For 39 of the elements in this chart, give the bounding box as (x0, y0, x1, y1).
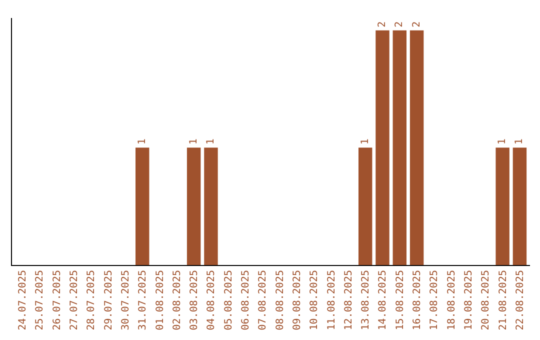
data-label: 1 (360, 138, 371, 145)
x-tick-label: 29.07.2025 (103, 270, 114, 330)
x-tick-label: 30.07.2025 (120, 270, 132, 330)
data-label: 1 (514, 138, 526, 145)
x-tick-label: 22.08.2025 (514, 270, 526, 330)
data-label: 1 (188, 138, 200, 145)
x-tick-label: 08.08.2025 (274, 270, 286, 330)
data-label: 2 (394, 21, 406, 28)
data-label: 2 (411, 21, 422, 28)
x-tick-label: 18.08.2025 (446, 270, 458, 330)
x-tick-label: 10.08.2025 (309, 270, 320, 330)
x-tick-label: 11.08.2025 (326, 270, 338, 330)
data-label: 1 (205, 138, 216, 145)
x-tick-label: 13.08.2025 (360, 270, 372, 330)
x-tick-label: 05.08.2025 (223, 270, 234, 330)
x-tick-label: 28.07.2025 (86, 270, 98, 330)
x-tick-label: 17.08.2025 (429, 270, 440, 330)
x-tick-label: 21.08.2025 (498, 270, 509, 330)
x-tick-label: 06.08.2025 (240, 270, 252, 330)
x-tick-label: 01.08.2025 (154, 270, 166, 330)
x-tick-label: 02.08.2025 (172, 270, 183, 330)
x-tick-label: 26.07.2025 (52, 270, 63, 330)
x-tick-label: 31.07.2025 (138, 270, 149, 330)
data-label: 1 (136, 138, 148, 145)
x-tick-label: 25.07.2025 (34, 270, 46, 330)
x-tick-label: 07.08.2025 (258, 270, 269, 330)
x-tick-label: 19.08.2025 (464, 270, 474, 330)
x-tick-label: 15.08.2025 (394, 270, 406, 330)
x-tick-label: 24.07.2025 (18, 270, 29, 330)
x-tick-label: 09.08.2025 (292, 270, 303, 330)
data-label: 2 (376, 21, 388, 28)
x-tick-label: 03.08.2025 (189, 270, 200, 330)
x-tick-label: 14.08.2025 (378, 270, 389, 330)
x-tick-label: 16.08.2025 (412, 270, 424, 330)
x-tick-label: 27.07.2025 (69, 270, 80, 330)
data-label: 1 (497, 138, 508, 145)
x-tick-label: 20.08.2025 (480, 270, 492, 330)
x-tick-label: 04.08.2025 (206, 270, 218, 330)
x-tick-label: 12.08.2025 (343, 270, 354, 330)
